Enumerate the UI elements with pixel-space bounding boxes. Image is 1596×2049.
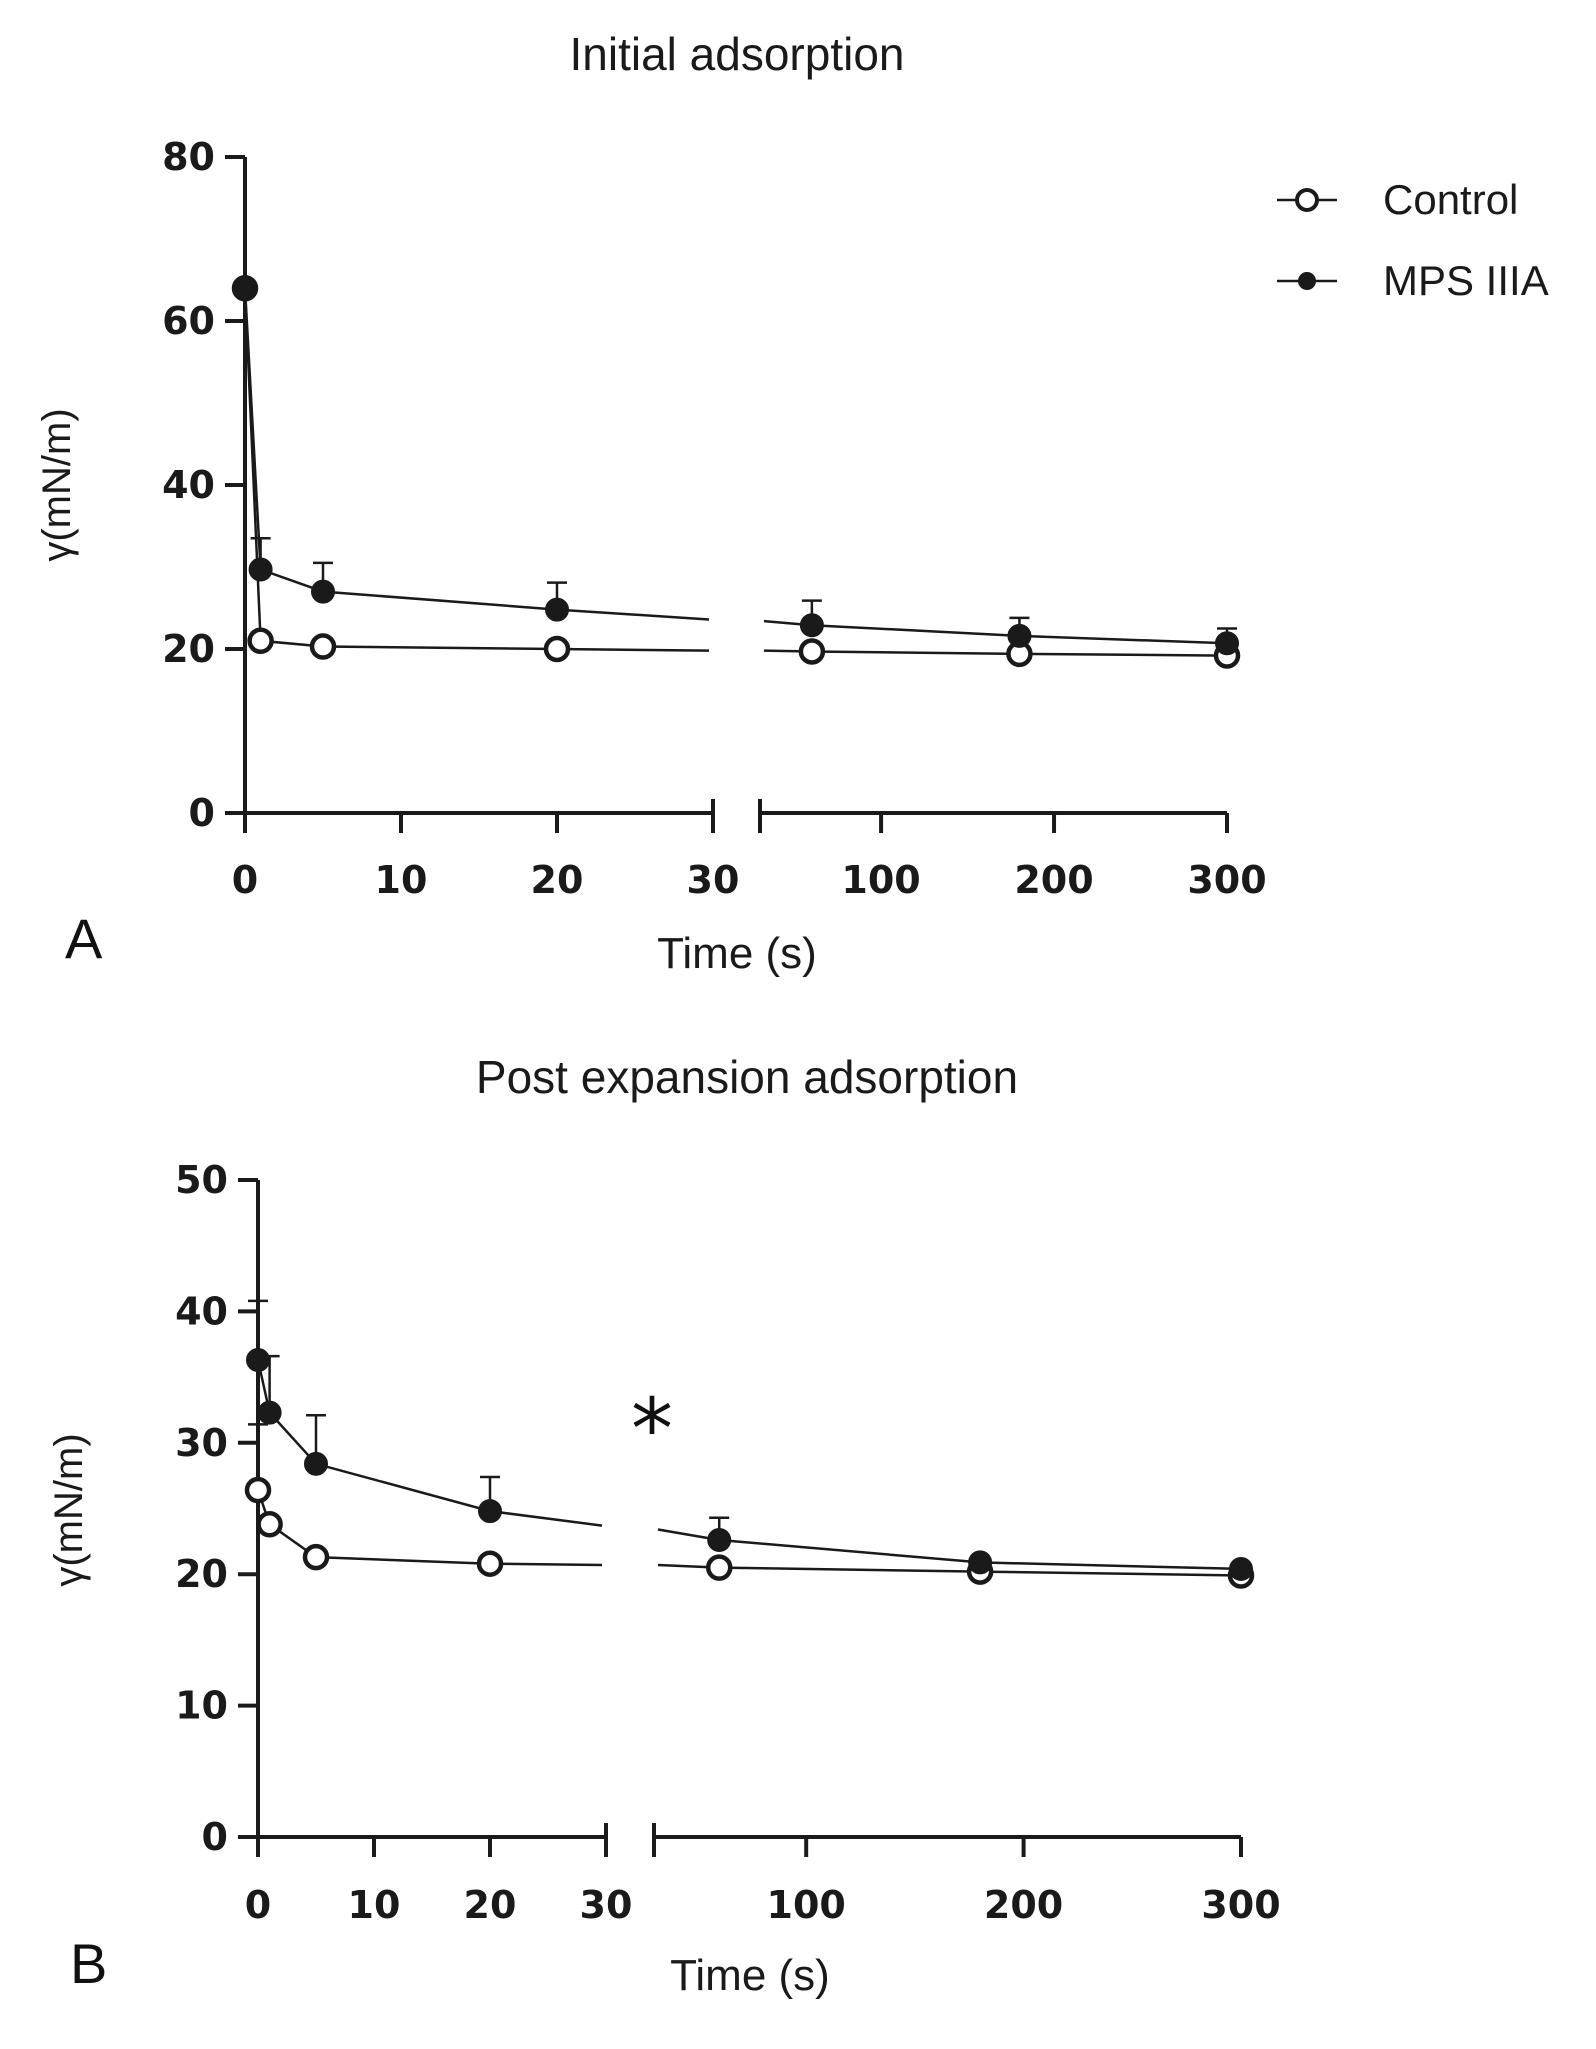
legend-label-control: Control — [1383, 176, 1518, 223]
y-axis-label: γ(mN/m) — [47, 1433, 91, 1586]
legend-marker-mps-iiia — [1298, 272, 1316, 290]
data-point-mps-iiia — [1007, 623, 1032, 648]
series-control — [231, 274, 1241, 669]
data-point-mps-iiia — [1215, 631, 1239, 656]
data-point-mps-iiia — [968, 1550, 993, 1575]
series-line — [657, 1563, 1242, 1577]
chart-panel-a: Initial adsorption 0 20 40 60 80 0 10 20 30 100 200… — [35, 28, 1267, 978]
x-axis-label: Time (s) — [670, 1951, 830, 2000]
series-line — [256, 1359, 603, 1527]
x-axis-label: Time (s) — [657, 929, 817, 978]
data-point-mps-iiia — [233, 276, 257, 301]
data-point-mps-iiia — [248, 557, 273, 582]
data-point-control — [476, 1550, 504, 1577]
y-tick-label: 60 — [162, 299, 215, 343]
x-tick-label: 300 — [1187, 858, 1266, 902]
y-tick-label: 40 — [162, 463, 215, 507]
legend-label-mps-iiia: MPS IIIA — [1383, 257, 1549, 304]
y-axis-label: γ(mN/m) — [35, 408, 79, 561]
data-point-control — [302, 1543, 330, 1571]
series-mps-iiia — [246, 1299, 1253, 1581]
series-line — [243, 288, 710, 621]
data-point-mps-iiia — [478, 1499, 502, 1524]
x-tick-label: 10 — [348, 1883, 401, 1927]
chart-panel-b: Post expansion adsorption 0 10 20 30 40 50 0 10 2… — [47, 1051, 1281, 2000]
series-line — [763, 649, 1228, 657]
data-point-mps-iiia — [799, 613, 824, 638]
panel-label: B — [70, 1932, 107, 1995]
x-tick-label: 30 — [687, 858, 740, 902]
data-point-control — [705, 1554, 733, 1581]
x-tick-label: 10 — [375, 858, 428, 902]
y-tick-label: 0 — [189, 791, 215, 835]
x-tick-label: 200 — [984, 1883, 1063, 1927]
y-tick-label: 10 — [175, 1684, 228, 1728]
chart-title: Post expansion adsorption — [476, 1051, 1018, 1103]
y-tick-label: 0 — [202, 1815, 228, 1859]
legend-item-control: Control — [1277, 176, 1518, 223]
x-tick-label: 20 — [464, 1883, 517, 1927]
y-tick-label: 20 — [162, 627, 215, 671]
data-point-control — [543, 635, 571, 663]
chart-title: Initial adsorption — [570, 28, 905, 80]
x-tick-label: 30 — [580, 1883, 633, 1927]
x-tick-label: 0 — [245, 1883, 271, 1927]
data-point-mps-iiia — [304, 1451, 328, 1476]
data-point-mps-iiia — [1229, 1556, 1253, 1581]
x-tick-label: 20 — [531, 858, 584, 902]
legend: Control MPS IIIA — [1277, 176, 1549, 304]
data-point-mps-iiia — [545, 597, 569, 622]
x-tick-label: 100 — [841, 858, 920, 902]
data-point-control — [309, 633, 337, 660]
y-tick-label: 80 — [162, 135, 215, 179]
y-tick-label: 50 — [175, 1158, 228, 1202]
series-control — [244, 1423, 1255, 1589]
y-tick-label: 20 — [175, 1552, 228, 1596]
y-tick-label: 40 — [175, 1289, 228, 1333]
panel-label: A — [65, 907, 103, 970]
series-line — [763, 619, 1228, 645]
x-tick-label: 0 — [232, 858, 258, 902]
data-point-control — [244, 1476, 272, 1504]
x-tick-label: 200 — [1014, 858, 1093, 902]
data-point-mps-iiia — [246, 1348, 270, 1373]
legend-marker-control — [1295, 188, 1319, 212]
x-tick-label: 100 — [767, 1883, 846, 1927]
data-point-control — [798, 638, 826, 665]
series-mps-iiia — [233, 276, 1239, 656]
data-point-control — [256, 1511, 283, 1538]
data-point-mps-iiia — [707, 1528, 732, 1553]
data-point-mps-iiia — [311, 579, 335, 604]
legend-item-mps-iiia: MPS IIIA — [1277, 257, 1549, 304]
x-tick-label: 300 — [1201, 1883, 1280, 1927]
series-line — [657, 1528, 1242, 1571]
data-point-mps-iiia — [257, 1400, 282, 1425]
y-tick-label: 30 — [175, 1421, 228, 1465]
data-point-control — [247, 627, 274, 655]
significance-asterisk: * — [631, 1380, 673, 1478]
